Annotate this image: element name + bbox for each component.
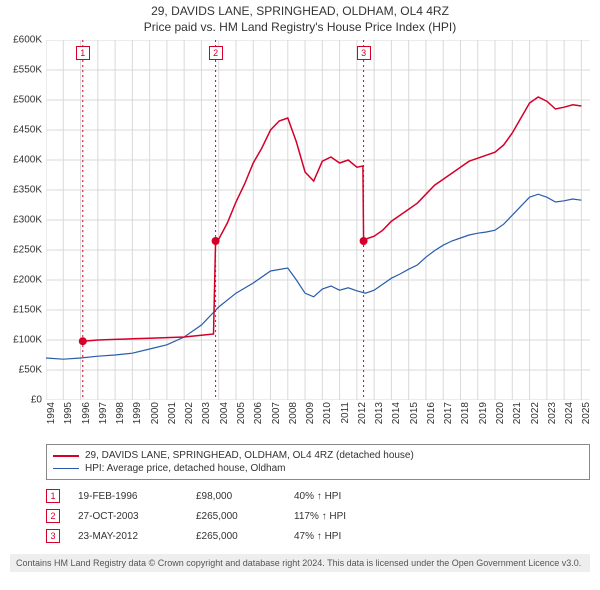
sales-date: 19-FEB-1996 [78,491,178,502]
x-tick-label: 1995 [63,402,74,424]
x-tick-label: 1994 [46,402,57,424]
x-tick-label: 2023 [547,402,558,424]
x-tick-label: 2002 [184,402,195,424]
legend-box: 29, DAVIDS LANE, SPRINGHEAD, OLDHAM, OL4… [46,444,590,480]
x-tick-label: 2010 [322,402,333,424]
sale-marker-box: 1 [76,46,90,60]
sales-pct: 117% ↑ HPI [294,511,394,522]
x-tick-label: 2009 [305,402,316,424]
sales-row: 2 27-OCT-2003 £265,000 117% ↑ HPI [46,506,590,526]
sales-pct: 40% ↑ HPI [294,491,394,502]
x-tick-label: 1997 [98,402,109,424]
sale-marker-box: 3 [357,46,371,60]
y-tick-label: £250K [13,245,42,256]
x-tick-label: 2003 [201,402,212,424]
x-axis-labels: 1994 1995 1996 1997 1998 1999 2000 2001 2002 2003… [46,400,590,440]
y-tick-label: £350K [13,185,42,196]
x-tick-label: 2011 [340,402,351,424]
y-tick-label: £300K [13,215,42,226]
sales-table: 1 19-FEB-1996 £98,000 40% ↑ HPI 2 27-OCT… [46,486,590,546]
x-tick-label: 1999 [132,402,143,424]
sales-pct: 47% ↑ HPI [294,531,394,542]
sales-row: 3 23-MAY-2012 £265,000 47% ↑ HPI [46,526,590,546]
y-tick-label: £50K [19,365,42,376]
y-axis-labels: £0£50K£100K£150K£200K£250K£300K£350K£400… [0,40,44,400]
x-tick-label: 2024 [564,402,575,424]
sales-date: 23-MAY-2012 [78,531,178,542]
y-tick-label: £500K [13,95,42,106]
x-tick-label: 2006 [253,402,264,424]
y-tick-label: £400K [13,155,42,166]
y-tick-label: £450K [13,125,42,136]
x-tick-label: 2025 [581,402,592,424]
sales-marker-icon: 1 [46,489,60,503]
y-tick-label: £550K [13,65,42,76]
legend-swatch [53,468,79,469]
sales-price: £265,000 [196,511,276,522]
x-tick-label: 2014 [391,402,402,424]
x-tick-label: 2008 [288,402,299,424]
y-tick-label: £100K [13,335,42,346]
sales-marker-icon: 2 [46,509,60,523]
x-tick-label: 2020 [495,402,506,424]
sales-row: 1 19-FEB-1996 £98,000 40% ↑ HPI [46,486,590,506]
y-tick-label: £0 [31,395,42,406]
x-tick-label: 2017 [443,402,454,424]
page-title-address: 29, DAVIDS LANE, SPRINGHEAD, OLDHAM, OL4… [0,4,600,18]
chart-svg [46,40,590,400]
sales-price: £98,000 [196,491,276,502]
x-tick-label: 2001 [167,402,178,424]
legend-row: HPI: Average price, detached house, Oldh… [53,462,583,475]
page-subtitle: Price paid vs. HM Land Registry's House … [0,20,600,34]
x-tick-label: 2019 [478,402,489,424]
sales-date: 27-OCT-2003 [78,511,178,522]
sales-marker-icon: 3 [46,529,60,543]
x-tick-label: 2021 [512,402,523,424]
legend-row: 29, DAVIDS LANE, SPRINGHEAD, OLDHAM, OL4… [53,449,583,462]
x-tick-label: 2015 [409,402,420,424]
y-tick-label: £600K [13,35,42,46]
x-tick-label: 1996 [81,402,92,424]
legend-swatch [53,455,79,457]
legend-label: HPI: Average price, detached house, Oldh… [85,463,286,474]
y-tick-label: £150K [13,305,42,316]
x-tick-label: 1998 [115,402,126,424]
chart-plot-area: £0£50K£100K£150K£200K£250K£300K£350K£400… [46,40,590,400]
x-tick-label: 2007 [271,402,282,424]
footer-attribution: Contains HM Land Registry data © Crown c… [10,554,590,572]
sales-price: £265,000 [196,531,276,542]
x-tick-label: 2022 [530,402,541,424]
legend-label: 29, DAVIDS LANE, SPRINGHEAD, OLDHAM, OL4… [85,450,414,461]
x-tick-label: 2005 [236,402,247,424]
x-tick-label: 2013 [374,402,385,424]
y-tick-label: £200K [13,275,42,286]
sale-marker-box: 2 [209,46,223,60]
x-tick-label: 2000 [150,402,161,424]
x-tick-label: 2004 [219,402,230,424]
x-tick-label: 2016 [426,402,437,424]
x-tick-label: 2018 [460,402,471,424]
x-tick-label: 2012 [357,402,368,424]
